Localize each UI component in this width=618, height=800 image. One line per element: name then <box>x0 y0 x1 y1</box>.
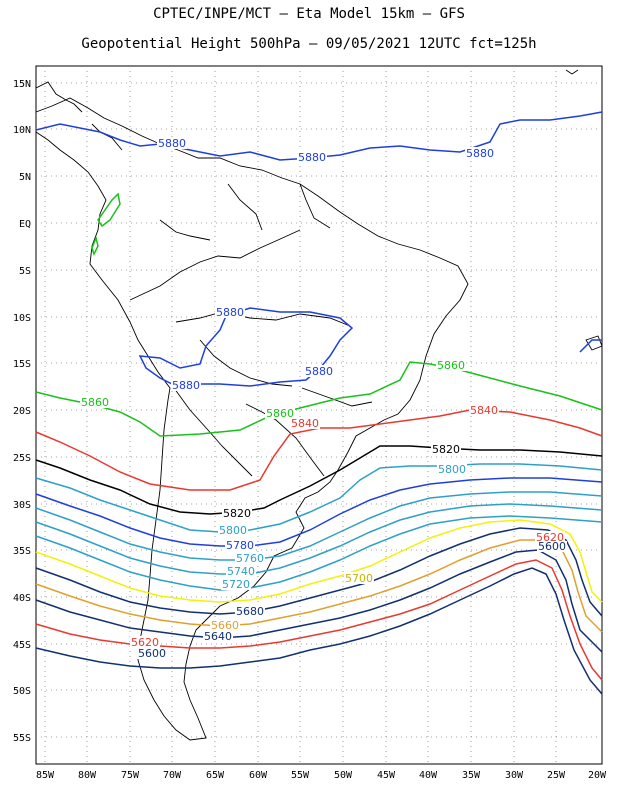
longitude-labels: 85W 80W 75W 70W 65W 60W 55W 50W 45W 40W … <box>36 770 607 781</box>
contour-5860 <box>35 361 603 437</box>
lat-label: 55S <box>13 733 31 744</box>
contour-label: 5860 <box>266 407 294 420</box>
south-america-coastline <box>35 97 469 741</box>
contour-label: 5660 <box>211 619 239 632</box>
lat-label: 45S <box>13 640 31 651</box>
lat-label: 15N <box>13 79 31 90</box>
contour-5800 <box>35 463 603 533</box>
lat-label: 35S <box>13 546 31 557</box>
lat-label: 5S <box>19 266 31 277</box>
latitude-labels: 15N 10N 5N EQ 5S 10S 15S 20S 25S 30S 35S… <box>13 79 31 744</box>
contour-label: 5840 <box>291 417 319 430</box>
lon-label: 30W <box>505 770 524 781</box>
contour-label: 5880 <box>466 147 494 160</box>
contour-label: 5740 <box>227 565 255 578</box>
contour-label: 5760 <box>236 552 264 565</box>
lat-label: 40S <box>13 593 31 604</box>
contour-label: 5820 <box>432 443 460 456</box>
lon-label: 85W <box>36 770 55 781</box>
contour-label: 5620 <box>536 531 564 544</box>
lon-label: 35W <box>462 770 481 781</box>
contour-5760 <box>35 491 603 561</box>
island-north <box>565 69 579 75</box>
map-frame <box>35 65 603 765</box>
lat-label: 50S <box>13 686 31 697</box>
lon-label: 80W <box>78 770 97 781</box>
contour-label: 5880 <box>158 137 186 150</box>
contour-label: 5840 <box>470 404 498 417</box>
chart-title-line2: Geopotential Height 500hPa – 09/05/2021 … <box>81 36 537 52</box>
contour-label: 5600 <box>538 540 566 553</box>
lat-label: 5N <box>19 172 31 183</box>
lat-label: 10N <box>13 125 31 136</box>
contour-label: 5600 <box>138 647 166 660</box>
lat-label: 10S <box>13 313 31 324</box>
lat-label: 25S <box>13 453 31 464</box>
contour-label: 5800 <box>219 524 247 537</box>
lon-label: 55W <box>291 770 310 781</box>
contour-label: 5880 <box>305 365 333 378</box>
lat-label: EQ <box>19 219 31 230</box>
lon-label: 65W <box>206 770 225 781</box>
contour-label: 5880 <box>298 151 326 164</box>
contour-5640 <box>35 549 603 653</box>
lat-label: 30S <box>13 500 31 511</box>
lon-label: 25W <box>547 770 566 781</box>
lon-label: 40W <box>419 770 438 781</box>
contour-label: 5860 <box>437 359 465 372</box>
contour-label: 5680 <box>236 605 264 618</box>
contour-label: 5800 <box>438 463 466 476</box>
contour-5840 <box>35 409 603 491</box>
lon-label: 75W <box>121 770 140 781</box>
lon-label: 60W <box>249 770 268 781</box>
lon-label: 50W <box>334 770 353 781</box>
contour-5860-small <box>91 235 99 256</box>
contour-5600 <box>35 567 603 695</box>
contour-label: 5620 <box>131 636 159 649</box>
contour-label: 5720 <box>222 578 250 591</box>
contour-5700 <box>35 519 603 603</box>
contour-5880-east <box>579 339 602 353</box>
contour-label: 5700 <box>345 572 373 585</box>
contour-5820 <box>35 445 603 515</box>
contour-label: 5780 <box>226 539 254 552</box>
contour-5660 <box>35 539 603 633</box>
contour-label: 5860 <box>81 396 109 409</box>
lon-label: 45W <box>377 770 396 781</box>
contour-label: 5640 <box>204 630 232 643</box>
chart-title-line1: CPTEC/INPE/MCT – Eta Model 15km – GFS <box>153 6 465 22</box>
contour-5860-small <box>97 192 121 228</box>
contour-5720 <box>35 515 603 591</box>
country-borders <box>129 183 373 477</box>
contour-label: 5880 <box>172 379 200 392</box>
lon-label: 20W <box>588 770 607 781</box>
lon-label: 70W <box>163 770 182 781</box>
island-east <box>585 335 603 351</box>
contour-5740 <box>35 503 603 575</box>
contour-label: 5880 <box>216 306 244 319</box>
contour-label: 5820 <box>223 507 251 520</box>
contour-5780 <box>35 477 603 547</box>
lat-label: 15S <box>13 359 31 370</box>
lat-label: 20S <box>13 406 31 417</box>
coastlines-and-borders <box>35 69 603 741</box>
contour-labels: 5880 5880 5880 5880 5880 5880 5860 5860 … <box>80 137 567 660</box>
